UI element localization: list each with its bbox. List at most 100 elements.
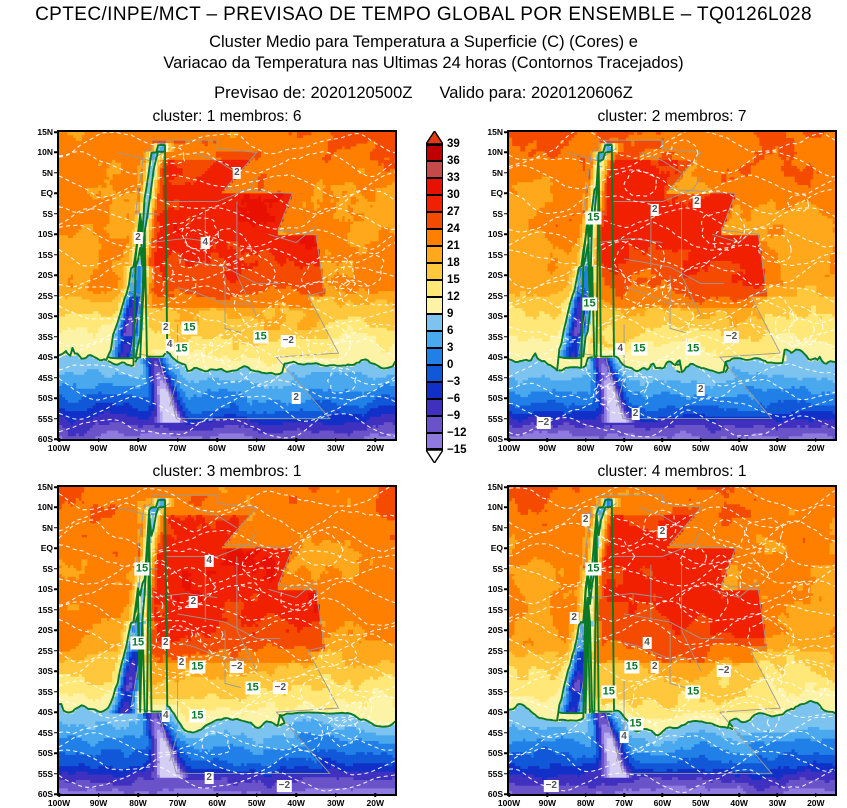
y-axis-tick-mark xyxy=(504,752,508,754)
x-axis-tick-label: 40W xyxy=(287,443,305,453)
map-panel-cluster-3[interactable]: 15 4 2 15 2 2 15 −2 15 −2 4 15 2 −2 xyxy=(57,485,397,796)
x-axis-tick-label: 100W xyxy=(47,798,71,808)
y-axis-tick-label: 25S xyxy=(487,290,503,301)
y-axis-tick-label: 50S xyxy=(37,748,53,759)
colorbar-band xyxy=(426,178,443,195)
contour-label: 15 xyxy=(181,321,198,335)
map-panel-cluster-1[interactable]: 2 2 4 2 15 4 15 15 −2 2 xyxy=(57,130,397,441)
x-axis-tick-label: 100W xyxy=(497,798,521,808)
x-axis-tick-label: 60W xyxy=(653,798,672,808)
y-axis-tick-mark xyxy=(504,315,508,317)
contour-label: 4 xyxy=(165,338,174,351)
y-axis-tick-mark xyxy=(54,397,58,399)
y-axis-tick-mark xyxy=(504,711,508,713)
header-title-line2: Cluster Medio para Temperatura a Superfi… xyxy=(209,33,638,51)
y-axis-tick-mark xyxy=(504,294,508,297)
contour-label: 2 xyxy=(569,611,579,624)
colorbar-separator xyxy=(426,296,443,298)
colorbar-band xyxy=(426,212,443,229)
colorbar-band xyxy=(426,263,443,280)
y-axis-tick-mark xyxy=(54,752,58,754)
x-axis-tick-mark xyxy=(58,793,60,797)
x-axis-tick-mark xyxy=(334,438,337,442)
y-axis-tick-label: 35S xyxy=(487,686,503,697)
y-axis-tick-mark xyxy=(504,192,508,195)
colorbar-tick-label: −6 xyxy=(447,393,461,405)
x-axis-tick-mark xyxy=(546,438,549,442)
map-panel-cluster-2[interactable]: 2 2 15 15 4 15 15 −2 2 2 −2 xyxy=(507,130,837,441)
x-axis-tick-label: 50W xyxy=(692,798,710,808)
x-axis-tick-mark xyxy=(374,793,376,797)
valid-label: Valido para: xyxy=(439,84,527,102)
contour-label: −2 xyxy=(716,665,731,678)
contour-label: 4 xyxy=(619,730,629,743)
y-axis-tick-mark xyxy=(54,731,58,734)
y-axis-tick-mark xyxy=(504,213,508,215)
y-axis-tick-mark xyxy=(54,506,58,509)
contour-label: 15 xyxy=(585,211,601,225)
colorbar-tick-label: 9 xyxy=(447,308,454,320)
y-axis-tick-mark xyxy=(504,772,508,775)
y-axis-tick-mark xyxy=(504,588,508,591)
y-axis-tick-mark xyxy=(54,233,58,236)
y-axis-tick-label: 55S xyxy=(487,413,503,424)
y-axis-tick-mark xyxy=(504,731,508,734)
contour-label: 2 xyxy=(581,513,590,526)
y-axis-tick-label: 10S xyxy=(487,584,503,595)
x-axis-tick-mark xyxy=(815,793,817,797)
colorbar-tick-label: 18 xyxy=(447,257,460,269)
y-axis-tick-label: 55S xyxy=(487,768,503,779)
contour-label: 15 xyxy=(252,330,269,344)
contour-label: 2 xyxy=(133,232,143,245)
contour-label: 4 xyxy=(204,554,214,567)
x-axis-tick-mark xyxy=(176,438,179,442)
colorbar-band xyxy=(426,433,443,450)
colorbar-legend: 39 36 33 30 27 24 21 18 15 12 9 6 3 0 −3 −6 −9 −12 −15 xyxy=(426,131,467,463)
colorbar-top-arrow xyxy=(426,131,443,144)
contour-label: 4 xyxy=(161,710,170,723)
x-axis-tick-label: 90W xyxy=(89,443,108,453)
x-axis-tick-mark xyxy=(176,793,179,797)
panel-title-cluster-2: cluster: 2 membros: 7 xyxy=(597,108,747,125)
y-axis-tick-mark xyxy=(504,376,508,379)
y-axis-tick-label: 10N xyxy=(487,502,503,513)
y-axis-tick-mark xyxy=(54,438,58,440)
contour-label: 15 xyxy=(173,342,190,356)
x-axis-tick-label: 80W xyxy=(129,798,147,808)
y-axis-tick-mark xyxy=(54,274,58,277)
y-axis-tick-label: 10S xyxy=(487,229,503,240)
colorbar-tick-label: −15 xyxy=(447,444,467,456)
y-axis-tick-label: 60S xyxy=(487,789,503,799)
y-axis-tick-mark xyxy=(54,417,58,420)
y-axis-tick-mark xyxy=(54,315,58,317)
panel-title-cluster-4: cluster: 4 membros: 1 xyxy=(597,463,747,480)
y-axis-tick-label: 40S xyxy=(37,707,53,718)
contour-label: 2 xyxy=(692,195,702,208)
colorbar-tick-label: 0 xyxy=(447,359,454,371)
colorbar-separator xyxy=(426,347,443,349)
x-axis-tick-mark xyxy=(97,793,100,797)
y-axis-tick-label: 50S xyxy=(487,748,503,759)
y-axis-tick-mark xyxy=(504,670,508,672)
colorbar-band xyxy=(426,382,443,399)
map-panel-cluster-4[interactable]: 2 2 15 2 4 15 2 −2 15 15 15 4 −2 xyxy=(507,485,837,796)
y-axis-tick-label: EQ xyxy=(490,188,503,199)
y-axis-tick-label: EQ xyxy=(490,543,503,554)
colorbar-separator xyxy=(426,194,443,196)
contour-label: 2 xyxy=(658,526,667,539)
contour-label: −2 xyxy=(543,779,559,792)
x-axis-tick-mark xyxy=(58,438,60,442)
y-axis-tick-mark xyxy=(54,131,58,133)
y-axis-tick-label: 60S xyxy=(487,434,503,444)
x-axis-tick-label: 30W xyxy=(326,798,345,808)
y-axis-tick-mark xyxy=(504,417,508,420)
y-axis-tick-label: 35S xyxy=(487,331,503,342)
y-axis-tick-mark xyxy=(54,588,58,591)
header-title-line1: CPTEC/INPE/MCT – PREVISAO DE TEMPO GLOBA… xyxy=(35,4,812,25)
x-axis-tick-label: 70W xyxy=(615,443,633,453)
map-field-cluster-2: 2 2 15 15 4 15 15 −2 2 2 −2 xyxy=(509,132,835,439)
y-axis-tick-label: 15N xyxy=(37,482,53,492)
contour-label: 2 xyxy=(189,595,198,608)
y-axis-tick-mark xyxy=(504,254,508,256)
y-axis-tick-mark xyxy=(54,547,58,550)
